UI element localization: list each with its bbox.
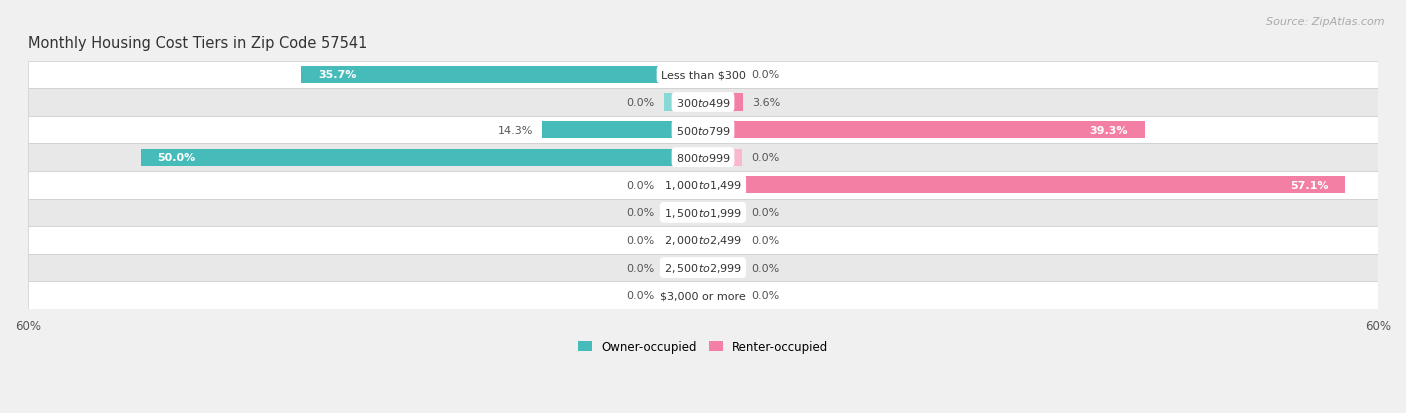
Text: Less than $300: Less than $300 [661, 70, 745, 80]
Text: 35.7%: 35.7% [318, 70, 357, 80]
Text: $800 to $999: $800 to $999 [675, 152, 731, 164]
Text: $2,000 to $2,499: $2,000 to $2,499 [664, 234, 742, 247]
Bar [664, 232, 703, 249]
Text: 39.3%: 39.3% [1090, 125, 1128, 135]
Bar [703, 94, 744, 111]
Bar [28, 171, 1378, 199]
Text: 50.0%: 50.0% [157, 153, 195, 163]
Bar [543, 122, 703, 139]
Text: $3,000 or more: $3,000 or more [661, 290, 745, 300]
Text: Monthly Housing Cost Tiers in Zip Code 57541: Monthly Housing Cost Tiers in Zip Code 5… [28, 36, 367, 50]
Bar [28, 116, 1378, 144]
Text: $1,500 to $1,999: $1,500 to $1,999 [664, 206, 742, 219]
Bar [703, 122, 1144, 139]
Text: $500 to $799: $500 to $799 [675, 124, 731, 136]
Bar [28, 62, 1378, 89]
Text: 0.0%: 0.0% [627, 235, 655, 245]
Text: 0.0%: 0.0% [751, 208, 779, 218]
Text: $2,500 to $2,999: $2,500 to $2,999 [664, 261, 742, 274]
Bar [703, 204, 742, 221]
Bar [28, 282, 1378, 309]
Text: Source: ZipAtlas.com: Source: ZipAtlas.com [1267, 17, 1385, 26]
Bar [703, 287, 742, 304]
Bar [28, 89, 1378, 116]
Text: 0.0%: 0.0% [751, 70, 779, 80]
Bar [28, 199, 1378, 227]
Text: 57.1%: 57.1% [1289, 180, 1329, 190]
Bar [664, 94, 703, 111]
Bar [301, 66, 703, 84]
Bar [28, 144, 1378, 171]
Bar [703, 149, 742, 166]
Bar [703, 259, 742, 276]
Text: 0.0%: 0.0% [751, 153, 779, 163]
Legend: Owner-occupied, Renter-occupied: Owner-occupied, Renter-occupied [572, 335, 834, 358]
Bar [28, 254, 1378, 282]
Text: 14.3%: 14.3% [498, 125, 533, 135]
Bar [703, 232, 742, 249]
Text: 0.0%: 0.0% [751, 290, 779, 300]
Bar [664, 287, 703, 304]
Bar [703, 177, 1346, 194]
Bar [703, 66, 742, 84]
Text: 0.0%: 0.0% [751, 235, 779, 245]
Bar [28, 227, 1378, 254]
Bar [141, 149, 703, 166]
Bar [664, 177, 703, 194]
Text: $1,000 to $1,499: $1,000 to $1,499 [664, 179, 742, 192]
Text: 0.0%: 0.0% [627, 290, 655, 300]
Bar [664, 259, 703, 276]
Text: 0.0%: 0.0% [627, 208, 655, 218]
Text: 0.0%: 0.0% [751, 263, 779, 273]
Text: 0.0%: 0.0% [627, 263, 655, 273]
Bar [664, 204, 703, 221]
Text: 3.6%: 3.6% [752, 98, 780, 108]
Text: 0.0%: 0.0% [627, 98, 655, 108]
Text: 0.0%: 0.0% [627, 180, 655, 190]
Text: $300 to $499: $300 to $499 [675, 97, 731, 109]
